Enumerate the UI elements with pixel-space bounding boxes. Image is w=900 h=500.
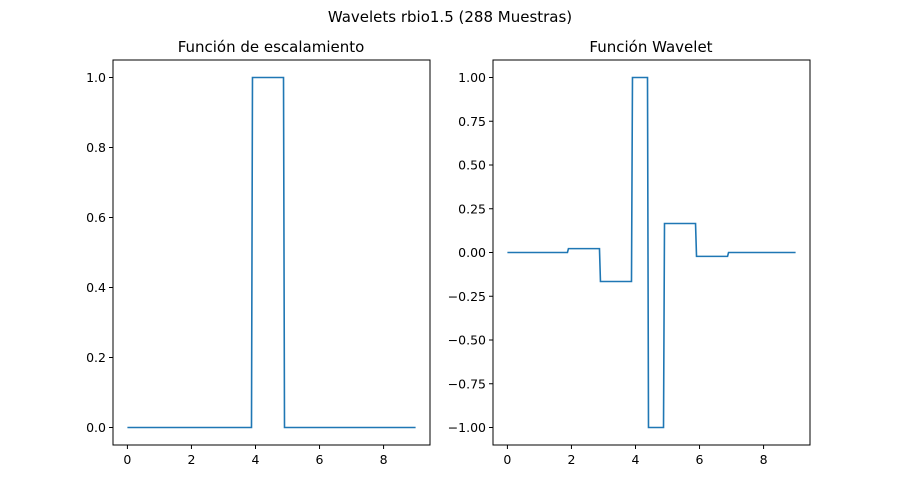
wavelet-x-tick-label: 8 (760, 452, 768, 467)
scaling-y-tick-label: 0.0 (86, 420, 106, 435)
scaling-y-tick-label: 0.4 (86, 280, 106, 295)
wavelet-y-tick-label: 1.00 (458, 70, 486, 85)
scaling-y-tick-label: 0.8 (86, 140, 106, 155)
wavelet-x-tick-label: 4 (632, 452, 640, 467)
scaling-y-tick-label: 0.6 (86, 210, 106, 225)
figure-suptitle: Wavelets rbio1.5 (288 Muestras) (328, 8, 572, 26)
wavelet-y-tick-label: 0.50 (458, 158, 486, 173)
wavelet-y-tick-label: 0.00 (458, 245, 486, 260)
scaling-function-title: Función de escalamiento (178, 38, 365, 56)
scaling-x-tick-label: 2 (187, 452, 195, 467)
wavelet-function-title: Función Wavelet (589, 38, 712, 56)
wavelet-y-tick-label: −0.50 (448, 333, 486, 348)
wavelet-x-tick-label: 0 (503, 452, 511, 467)
scaling-y-tick-label: 0.2 (86, 350, 106, 365)
scaling-x-tick-label: 4 (252, 452, 260, 467)
wavelet-series-line (507, 76, 796, 429)
wavelet-y-tick-label: −0.75 (448, 376, 486, 391)
scaling-series-line (127, 76, 416, 429)
wavelet-x-tick-label: 2 (567, 452, 575, 467)
scaling-y-tick-label: 1.0 (86, 70, 106, 85)
scaling-x-tick-label: 6 (316, 452, 324, 467)
scaling-x-tick-label: 8 (380, 452, 388, 467)
wavelet-y-tick-label: 0.25 (458, 201, 486, 216)
wavelet-function-plot: Función Wavelet 0 2 4 6 8 −1.00 −0.75 −0.50 −0.2… (448, 38, 811, 467)
wavelet-x-tick-label: 6 (696, 452, 704, 467)
wavelet-y-tick-label: −0.25 (448, 289, 486, 304)
scaling-x-tick-label: 0 (123, 452, 131, 467)
scaling-axes-frame (112, 59, 431, 446)
scaling-function-plot: Función de escalamiento 0 2 4 6 8 0.0 0.2 0.4 0.… (86, 38, 431, 467)
wavelet-y-tick-label: −1.00 (448, 420, 486, 435)
wavelet-y-tick-label: 0.75 (458, 114, 486, 129)
